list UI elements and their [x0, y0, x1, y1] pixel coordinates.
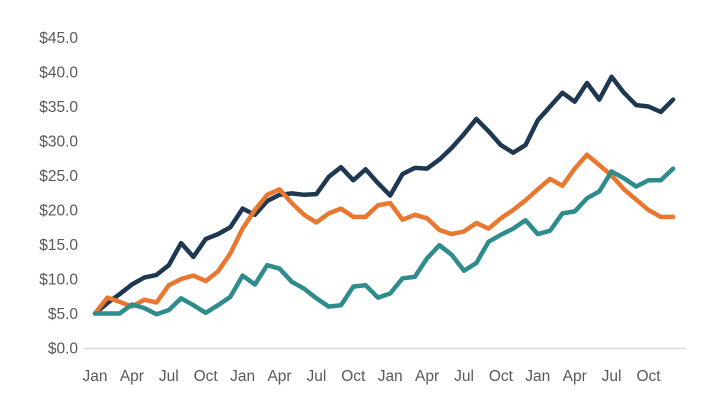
x-axis-tick-label: Oct [341, 368, 366, 385]
x-axis-tick-label: Jan [525, 368, 550, 385]
y-axis-tick-label: $15.0 [39, 237, 78, 254]
y-axis-tick-label: $25.0 [39, 168, 78, 185]
y-axis-tick-label: $30.0 [39, 134, 78, 151]
x-axis-tick-label: Oct [489, 368, 514, 385]
x-axis-tick-label: Apr [267, 368, 291, 385]
x-axis-tick-label: Jul [159, 368, 179, 385]
y-axis-tick-label: $0.0 [48, 341, 79, 358]
series-line-teal [92, 166, 676, 317]
x-axis-tick-label: Jul [306, 368, 326, 385]
x-axis-tick-label: Apr [415, 368, 439, 385]
x-axis-tick-label: Jan [83, 368, 108, 385]
y-axis-tick-label: $20.0 [39, 203, 78, 220]
y-axis-tick-label: $45.0 [39, 30, 78, 47]
x-axis-tick-label: Jan [230, 368, 255, 385]
x-axis-tick-label: Apr [120, 368, 144, 385]
series-line-orange [92, 152, 676, 316]
y-axis-tick-label: $5.0 [48, 306, 79, 323]
y-axis-tick-label: $10.0 [39, 272, 78, 289]
x-axis-tick-label: Jan [378, 368, 403, 385]
x-axis-tick-label: Jul [454, 368, 474, 385]
y-axis-tick-label: $40.0 [39, 65, 78, 82]
x-axis-tick-label: Apr [563, 368, 587, 385]
x-axis-tick-label: Oct [194, 368, 219, 385]
y-axis-tick-label: $35.0 [39, 99, 78, 116]
x-axis-tick-label: Jul [602, 368, 622, 385]
series-line-navy [92, 74, 676, 316]
x-axis-tick-label: Oct [636, 368, 661, 385]
